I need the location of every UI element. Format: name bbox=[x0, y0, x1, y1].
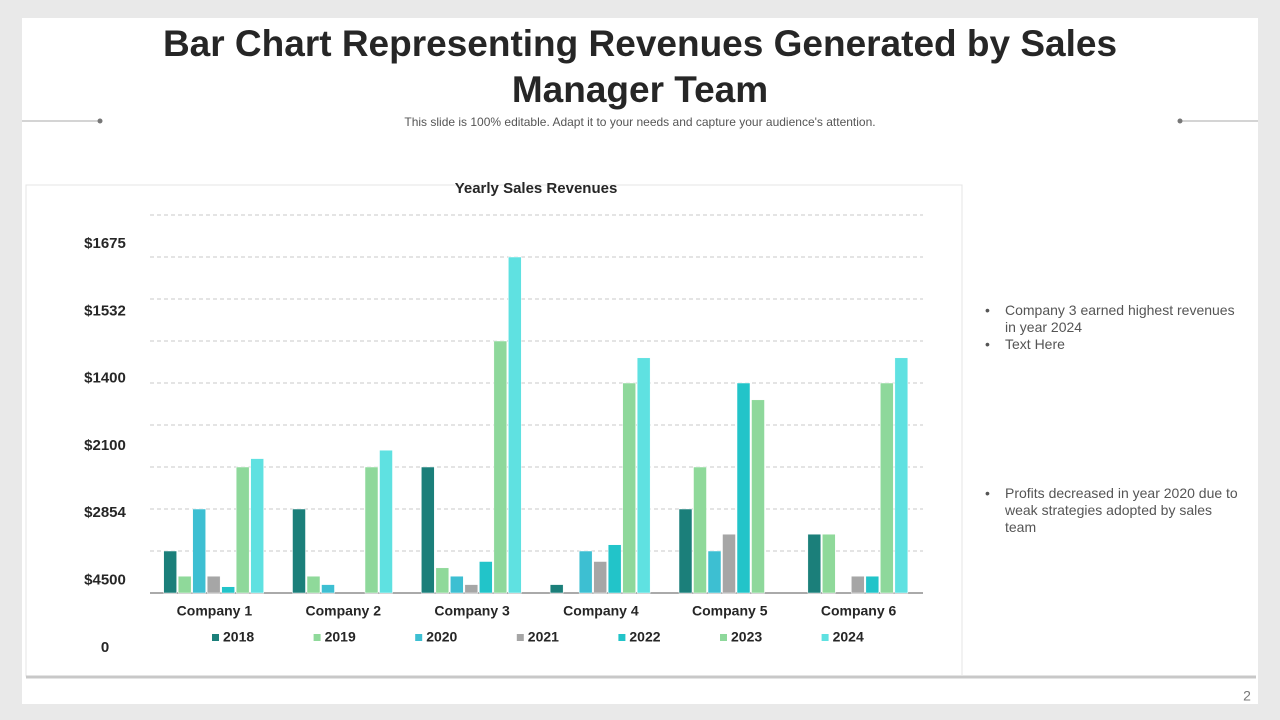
bar bbox=[379, 449, 393, 594]
x-tick-label: Company 1 bbox=[177, 603, 253, 619]
y-axis-label: $1532 bbox=[84, 302, 126, 319]
legend-swatch bbox=[516, 634, 524, 641]
bar bbox=[435, 567, 450, 594]
bar bbox=[250, 458, 264, 594]
note: Text Here bbox=[985, 336, 1240, 353]
x-tick-label: Company 6 bbox=[821, 603, 897, 619]
x-tick-label: Company 2 bbox=[306, 603, 382, 619]
bar bbox=[607, 544, 622, 594]
legend-label: 2019 bbox=[325, 629, 356, 645]
page-number: 2 bbox=[1243, 688, 1251, 704]
y-axis-label: 0 bbox=[101, 639, 109, 656]
bar bbox=[622, 382, 636, 594]
bar bbox=[364, 466, 379, 594]
bar bbox=[736, 382, 751, 594]
x-tick-label: Company 5 bbox=[692, 603, 768, 619]
bar bbox=[192, 508, 206, 594]
legend-label: 2021 bbox=[528, 629, 559, 645]
bar bbox=[450, 575, 464, 594]
bar bbox=[851, 575, 865, 594]
bar bbox=[722, 533, 736, 594]
bar bbox=[751, 399, 765, 594]
bar bbox=[865, 575, 880, 594]
legend-swatch bbox=[415, 634, 423, 641]
bar bbox=[707, 550, 722, 594]
legend-label: 2023 bbox=[731, 629, 762, 645]
bar bbox=[306, 575, 321, 594]
legend-label: 2022 bbox=[629, 629, 660, 645]
bar bbox=[807, 533, 822, 594]
note: Company 3 earned highest revenues in yea… bbox=[985, 302, 1240, 336]
title: Bar Chart Representing Revenues Generate… bbox=[163, 23, 1117, 110]
note-list: Profits decreased in year 2020 due to we… bbox=[985, 485, 1240, 536]
chart-title: Yearly Sales Revenues bbox=[455, 180, 618, 197]
legend-label: 2024 bbox=[833, 629, 864, 645]
bar bbox=[235, 466, 250, 594]
y-axis-label: $2100 bbox=[84, 437, 126, 454]
bar bbox=[636, 357, 651, 594]
bar bbox=[421, 466, 435, 594]
bar bbox=[593, 561, 607, 594]
bar bbox=[177, 575, 192, 594]
bar bbox=[678, 508, 693, 594]
x-tick-label: Company 3 bbox=[434, 603, 510, 619]
y-axis-label: $4500 bbox=[84, 571, 126, 588]
bar bbox=[822, 533, 836, 594]
bar bbox=[508, 256, 522, 594]
bar bbox=[493, 340, 508, 594]
deco-dot bbox=[1177, 118, 1183, 124]
bar bbox=[464, 584, 479, 594]
deco-dot bbox=[97, 118, 103, 124]
x-tick-label: Company 4 bbox=[563, 603, 639, 619]
legend-label: 2018 bbox=[223, 629, 254, 645]
bar bbox=[578, 550, 593, 594]
legend-label: 2020 bbox=[426, 629, 457, 645]
y-axis-label: $1400 bbox=[84, 370, 126, 387]
legend-swatch bbox=[720, 634, 727, 641]
bar bbox=[163, 550, 177, 594]
y-axis-label: $1675 bbox=[84, 235, 126, 252]
legend-swatch bbox=[313, 634, 321, 641]
subtitle: This slide is 100% editable. Adapt it to… bbox=[404, 115, 875, 129]
legend-swatch bbox=[618, 634, 626, 641]
note: Profits decreased in year 2020 due to we… bbox=[985, 485, 1240, 536]
bar bbox=[549, 584, 564, 594]
bar bbox=[292, 508, 306, 594]
bar bbox=[221, 586, 235, 594]
bar bbox=[479, 561, 493, 594]
bar bbox=[880, 382, 894, 594]
bar bbox=[321, 584, 335, 594]
note-list: Company 3 earned highest revenues in yea… bbox=[985, 302, 1240, 353]
bar bbox=[206, 575, 221, 594]
bar bbox=[894, 357, 909, 594]
bar bbox=[693, 466, 707, 594]
legend-swatch bbox=[821, 634, 829, 641]
y-axis-label: $2854 bbox=[84, 504, 126, 521]
legend-swatch bbox=[212, 634, 219, 641]
